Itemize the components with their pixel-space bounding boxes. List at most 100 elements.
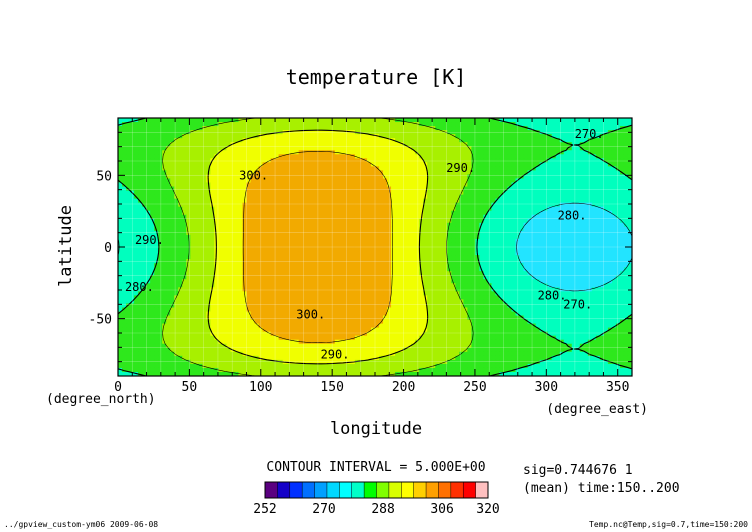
field-cell (250, 263, 256, 268)
field-cell (611, 118, 617, 123)
field-cell (226, 238, 232, 244)
field-cell (298, 174, 304, 180)
field-cell (411, 226, 416, 232)
field-cell (218, 210, 224, 216)
field-cell (270, 126, 276, 131)
field-cell (551, 255, 557, 260)
field-cell (507, 162, 513, 167)
field-cell (298, 214, 304, 220)
field-cell (202, 138, 207, 143)
field-cell (419, 122, 424, 127)
field-cell (134, 218, 139, 224)
field-cell (595, 150, 601, 155)
field-cell (350, 271, 356, 276)
field-cell (322, 170, 328, 176)
field-cell (507, 202, 513, 208)
field-cell (222, 158, 228, 163)
field-cell (379, 222, 384, 228)
field-cell (435, 122, 440, 127)
field-cell (627, 162, 632, 167)
field-cell (519, 138, 525, 143)
field-cell (290, 210, 296, 216)
field-cell (383, 259, 388, 264)
field-cell (611, 226, 617, 232)
field-cell (599, 242, 605, 248)
field-cell (491, 263, 497, 268)
field-cell (459, 182, 464, 188)
field-cell (571, 259, 577, 264)
field-cell (415, 182, 420, 188)
field-cell (310, 158, 316, 163)
field-cell (511, 150, 517, 155)
field-cell (563, 134, 569, 139)
field-cell (563, 271, 569, 276)
field-cell (246, 251, 252, 256)
field-cell (523, 202, 529, 208)
field-cell (459, 122, 464, 127)
field-cell (619, 206, 625, 212)
field-cell (383, 142, 388, 147)
field-cell (222, 142, 228, 147)
field-cell (258, 186, 264, 192)
field-cell (370, 255, 376, 260)
field-cell (130, 170, 135, 176)
field-cell (403, 190, 408, 196)
field-cell (491, 198, 497, 204)
field-cell (619, 218, 625, 224)
field-cell (387, 142, 392, 147)
field-cell (282, 186, 288, 192)
field-cell (435, 247, 440, 252)
field-cell (623, 202, 629, 208)
field-cell (527, 218, 533, 224)
field-cell (407, 267, 412, 272)
field-cell (379, 146, 384, 151)
field-cell (555, 134, 561, 139)
field-cell (218, 222, 224, 228)
field-cell (507, 146, 513, 151)
field-cell (334, 263, 340, 268)
field-cell (258, 263, 264, 268)
field-cell (370, 178, 376, 184)
field-cell (391, 222, 396, 228)
field-cell (326, 230, 332, 236)
field-cell (258, 234, 264, 240)
field-cell (459, 186, 464, 192)
field-cell (262, 218, 268, 224)
field-cell (463, 126, 468, 131)
field-cell (599, 118, 605, 123)
field-cell (146, 166, 151, 172)
field-cell (310, 198, 316, 204)
field-cell (298, 259, 304, 264)
field-cell (270, 242, 276, 248)
field-cell (254, 126, 260, 131)
field-cell (547, 166, 553, 172)
field-cell (366, 178, 372, 184)
field-cell (579, 118, 585, 123)
field-cell (579, 214, 585, 220)
field-cell (515, 198, 521, 204)
field-cell (242, 271, 248, 276)
field-cell (306, 251, 312, 256)
field-cell (138, 206, 143, 212)
field-cell (162, 226, 167, 232)
field-cell (330, 134, 336, 139)
field-cell (186, 198, 191, 204)
field-cell (387, 194, 392, 200)
field-cell (507, 142, 513, 147)
field-cell (218, 146, 224, 151)
field-cell (587, 238, 593, 244)
field-cell (218, 122, 224, 127)
field-cell (146, 214, 151, 220)
field-cell (487, 190, 493, 196)
field-cell (567, 263, 573, 268)
field-cell (403, 259, 408, 264)
field-cell (342, 267, 348, 272)
field-cell (563, 242, 569, 248)
field-cell (479, 234, 485, 240)
field-cell (310, 230, 316, 236)
field-cell (595, 186, 601, 192)
field-cell (467, 214, 472, 220)
field-cell (587, 210, 593, 216)
field-cell (503, 263, 509, 268)
field-cell (226, 210, 232, 216)
